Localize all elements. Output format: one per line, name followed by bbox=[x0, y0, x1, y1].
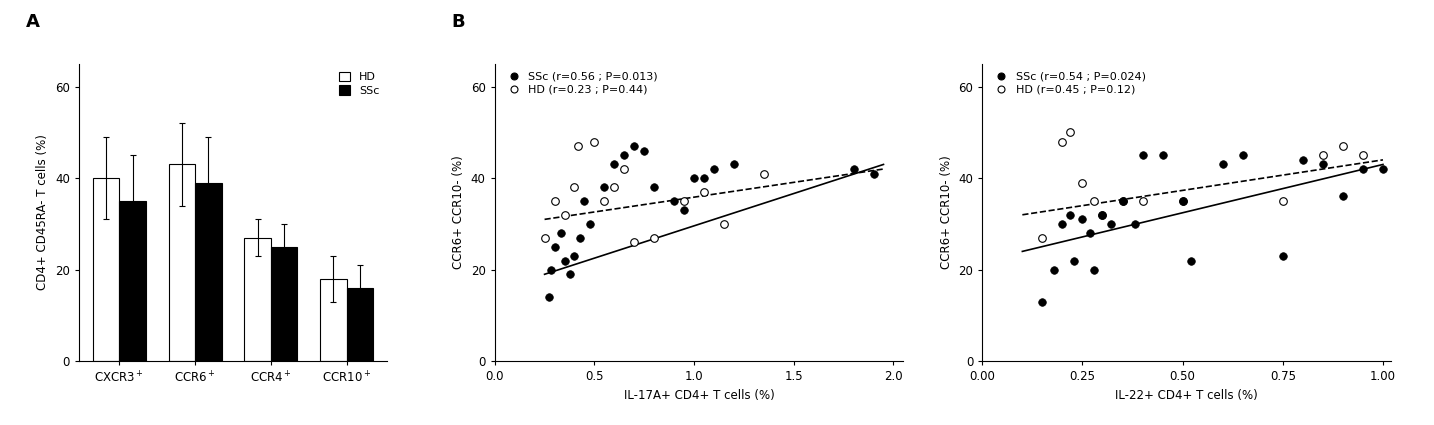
Point bbox=[1051, 138, 1074, 145]
Legend: SSc (r=0.54 ; P=0.024), HD (r=0.45 ; P=0.12): SSc (r=0.54 ; P=0.024), HD (r=0.45 ; P=0… bbox=[988, 69, 1147, 97]
Point bbox=[566, 143, 589, 150]
Point bbox=[622, 143, 645, 150]
Point bbox=[1311, 161, 1334, 168]
Point bbox=[693, 175, 716, 181]
Point bbox=[543, 244, 566, 250]
Point bbox=[602, 184, 625, 191]
Point bbox=[612, 166, 635, 173]
Point bbox=[1131, 152, 1154, 159]
Point bbox=[602, 161, 625, 168]
Y-axis label: CD4+ CD45RA- T cells (%): CD4+ CD45RA- T cells (%) bbox=[36, 135, 49, 290]
Point bbox=[564, 184, 587, 191]
Point bbox=[632, 147, 655, 154]
X-axis label: IL-17A+ CD4+ T cells (%): IL-17A+ CD4+ T cells (%) bbox=[624, 389, 774, 402]
Bar bbox=[271, 247, 297, 361]
Bar bbox=[320, 279, 347, 361]
Bar bbox=[244, 238, 271, 361]
Point bbox=[1331, 143, 1354, 150]
Point bbox=[842, 166, 865, 173]
Point bbox=[559, 271, 582, 278]
Point bbox=[642, 234, 665, 241]
Point bbox=[1031, 298, 1054, 305]
Point bbox=[862, 170, 885, 177]
Point bbox=[539, 266, 562, 273]
Bar bbox=[93, 178, 119, 361]
Point bbox=[579, 221, 602, 227]
Point bbox=[1083, 198, 1106, 204]
Point bbox=[1172, 198, 1195, 204]
Point bbox=[723, 161, 746, 168]
Point bbox=[703, 166, 726, 173]
Point bbox=[673, 198, 695, 204]
Point bbox=[1152, 152, 1174, 159]
Y-axis label: CCR6+ CCR10- (%): CCR6+ CCR10- (%) bbox=[939, 156, 952, 269]
Legend: HD, SSc: HD, SSc bbox=[337, 69, 381, 98]
Text: B: B bbox=[452, 13, 466, 31]
Point bbox=[612, 152, 635, 159]
Bar bbox=[195, 183, 222, 361]
Point bbox=[1311, 152, 1334, 159]
Point bbox=[1063, 257, 1086, 264]
Point bbox=[564, 252, 587, 259]
X-axis label: IL-22+ CD4+ T cells (%): IL-22+ CD4+ T cells (%) bbox=[1116, 389, 1258, 402]
Point bbox=[642, 184, 665, 191]
Point bbox=[1058, 129, 1081, 136]
Point bbox=[1292, 156, 1315, 163]
Point bbox=[533, 234, 556, 241]
Point bbox=[1351, 152, 1374, 159]
Point bbox=[1272, 252, 1295, 259]
Point bbox=[1212, 161, 1235, 168]
Point bbox=[584, 138, 607, 145]
Point bbox=[574, 198, 597, 204]
Point bbox=[1071, 179, 1094, 186]
Point bbox=[1131, 198, 1154, 204]
Point bbox=[549, 230, 572, 236]
Point bbox=[663, 198, 685, 204]
Point bbox=[1083, 266, 1106, 273]
Point bbox=[1098, 221, 1121, 227]
Point bbox=[1051, 221, 1074, 227]
Point bbox=[538, 294, 561, 300]
Point bbox=[1078, 230, 1101, 236]
Point bbox=[693, 189, 716, 196]
Point bbox=[1111, 198, 1134, 204]
Point bbox=[1091, 211, 1114, 218]
Point bbox=[1091, 211, 1114, 218]
Point bbox=[1172, 198, 1195, 204]
Bar bbox=[119, 201, 146, 361]
Point bbox=[592, 184, 615, 191]
Point bbox=[683, 175, 706, 181]
Text: A: A bbox=[26, 13, 40, 31]
Point bbox=[1043, 266, 1065, 273]
Point bbox=[1331, 193, 1354, 200]
Point bbox=[1031, 234, 1054, 241]
Point bbox=[713, 221, 736, 227]
Point bbox=[1371, 166, 1394, 173]
Point bbox=[622, 239, 645, 246]
Point bbox=[1071, 216, 1094, 223]
Point bbox=[592, 198, 615, 204]
Point bbox=[1351, 166, 1374, 173]
Legend: SSc (r=0.56 ; P=0.013), HD (r=0.23 ; P=0.44): SSc (r=0.56 ; P=0.013), HD (r=0.23 ; P=0… bbox=[500, 69, 660, 97]
Point bbox=[1272, 198, 1295, 204]
Bar bbox=[169, 164, 195, 361]
Point bbox=[1123, 221, 1146, 227]
Bar bbox=[347, 288, 373, 361]
Point bbox=[1179, 257, 1202, 264]
Point bbox=[1232, 152, 1255, 159]
Point bbox=[569, 234, 592, 241]
Point bbox=[1058, 211, 1081, 218]
Point bbox=[1111, 198, 1134, 204]
Point bbox=[673, 207, 695, 214]
Point bbox=[543, 198, 566, 204]
Point bbox=[554, 257, 576, 264]
Y-axis label: CCR6+ CCR10- (%): CCR6+ CCR10- (%) bbox=[452, 156, 465, 269]
Point bbox=[554, 211, 576, 218]
Point bbox=[753, 170, 776, 177]
